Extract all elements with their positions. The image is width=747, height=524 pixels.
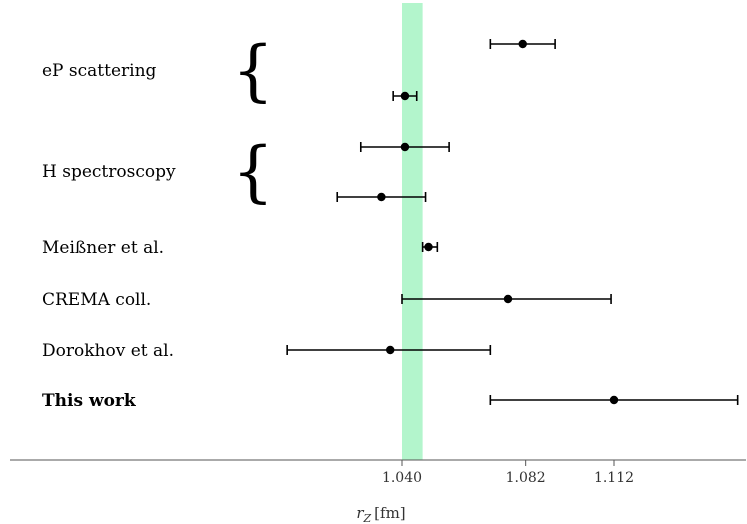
- group-label: H spectroscopy: [42, 162, 176, 182]
- group-label: CREMA coll.: [42, 290, 151, 310]
- brace-icon: {: [232, 133, 274, 210]
- group-label: eP scattering: [42, 61, 157, 81]
- x-tick-label: 1.112: [594, 470, 634, 486]
- group-labels-layer: eP scattering { H spectroscopy { Meißner et …: [42, 32, 274, 411]
- highlight-band-layer: [402, 3, 423, 460]
- group-label: Dorokhov et al.: [42, 341, 174, 361]
- data-point: [377, 192, 386, 202]
- data-point: [424, 242, 433, 252]
- group-label: This work: [42, 391, 137, 411]
- x-tick-label: 1.082: [506, 470, 546, 486]
- highlight-band: [402, 3, 423, 460]
- data-point: [609, 395, 619, 405]
- data-point: [400, 142, 410, 152]
- x-axis: 1.040 1.082 1.112 rZ [fm]: [10, 459, 746, 524]
- x-tick-label: 1.040: [382, 470, 422, 486]
- brace-icon: {: [232, 32, 274, 109]
- data-point: [518, 39, 527, 49]
- group-label: Meißner et al.: [42, 238, 164, 258]
- x-axis-title: rZ [fm]: [356, 504, 405, 524]
- x-axis-title-sub: Z: [363, 512, 372, 524]
- data-points-layer: [286, 39, 739, 405]
- x-axis-title-unit: [fm]: [374, 504, 405, 522]
- data-point: [400, 91, 410, 101]
- data-point: [503, 294, 513, 304]
- data-point: [386, 345, 395, 355]
- x-axis-title-var: r: [356, 504, 364, 522]
